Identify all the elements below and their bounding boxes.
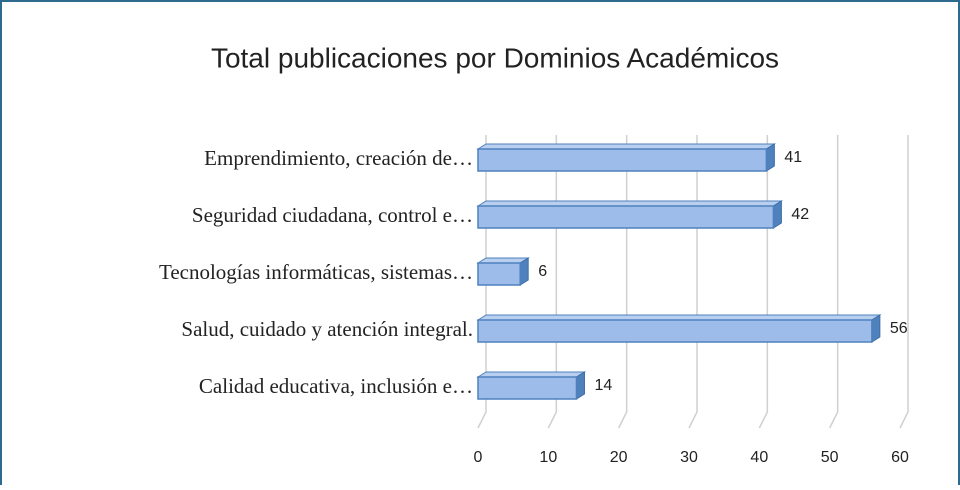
bar xyxy=(476,200,784,229)
bar-side xyxy=(575,371,585,400)
y-tick-label: Seguridad ciudadana, control e… xyxy=(192,203,473,227)
bar xyxy=(476,143,777,172)
bar xyxy=(476,314,882,343)
x-tick-label: 60 xyxy=(891,449,909,466)
bar-side xyxy=(772,200,782,229)
bar xyxy=(476,257,530,286)
bar-side xyxy=(765,143,775,172)
grid-line xyxy=(828,135,839,429)
y-tick-label: Salud, cuidado y atención integral. xyxy=(181,317,473,341)
x-tick-label: 40 xyxy=(750,449,768,466)
bar xyxy=(476,371,587,400)
y-tick-label: Emprendimiento, creación de… xyxy=(204,146,473,170)
bar-front xyxy=(477,205,775,229)
bar-front xyxy=(477,376,578,400)
value-label: 14 xyxy=(594,377,612,394)
value-label: 6 xyxy=(538,263,547,280)
bar-side xyxy=(519,257,529,286)
x-tick-label: 10 xyxy=(539,449,557,466)
value-label: 42 xyxy=(791,206,809,223)
y-tick-label: Calidad educativa, inclusión e… xyxy=(199,374,473,398)
bar-front xyxy=(477,319,873,343)
bar-front xyxy=(477,262,521,286)
value-label: 41 xyxy=(784,149,802,166)
chart-title: Total publicaciones por Dominios Académi… xyxy=(211,42,779,73)
x-tick-label: 30 xyxy=(680,449,698,466)
value-label: 56 xyxy=(890,320,908,337)
y-tick-label: Tecnologías informáticas, sistemas… xyxy=(159,260,473,284)
x-tick-label: 0 xyxy=(474,449,483,466)
bar-side xyxy=(871,314,881,343)
x-tick-label: 20 xyxy=(610,449,628,466)
grid-line xyxy=(899,135,909,429)
x-tick-label: 50 xyxy=(821,449,839,466)
bar-front xyxy=(477,148,768,172)
